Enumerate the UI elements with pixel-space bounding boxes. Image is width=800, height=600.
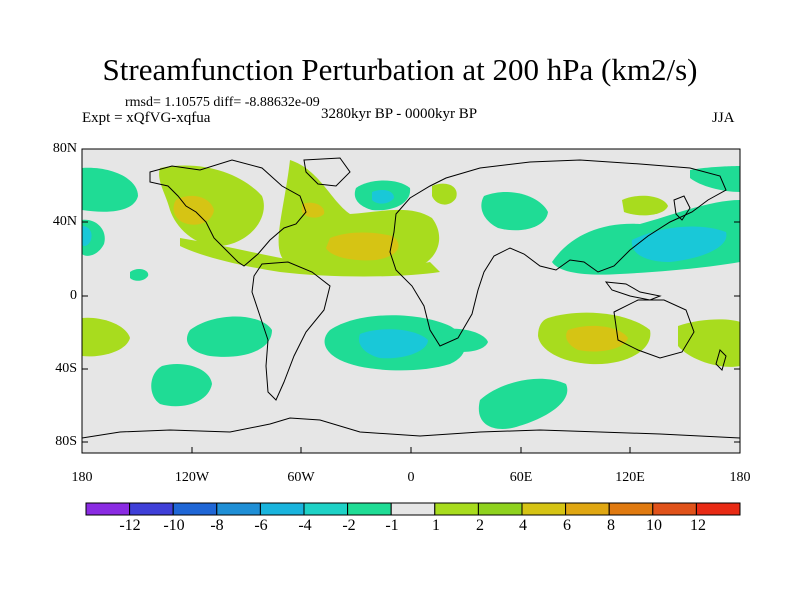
contour-neg-europe-asia: [481, 191, 548, 231]
colorbar-box: [434, 502, 479, 516]
coastlines: [82, 157, 740, 439]
colorbar-box: [129, 502, 174, 516]
lat-label-80s: 80S: [55, 434, 77, 449]
lon-label-0: 0: [407, 470, 415, 485]
colorbar-label: -4: [298, 517, 312, 534]
contour-neg-north-pacific-east: [690, 166, 740, 192]
coast-new-zealand: [715, 349, 727, 371]
contour-pos-mediterranean: [432, 183, 457, 205]
colorbar-box: [521, 502, 567, 516]
contour-pos-north-china: [622, 195, 668, 216]
colorbar-label: -1: [385, 517, 399, 534]
colorbar-label: 10: [646, 517, 662, 534]
contour-fills: [82, 160, 740, 429]
colorbar-box: [695, 502, 741, 516]
coast-south-america: [251, 261, 331, 401]
lon-label-180e: 180: [729, 470, 751, 485]
experiment-label: Expt = xQfVG-xqfua: [82, 110, 211, 126]
period-label: 3280kyr BP - 0000kyr BP: [321, 106, 478, 122]
contour-neg-southwest-pacific: [151, 364, 212, 407]
contour-pos-south-pacific-west: [82, 317, 130, 357]
colorbar-label: 8: [607, 517, 615, 534]
lat-label-0: 0: [70, 288, 77, 303]
lat-label-40s: 40S: [55, 361, 77, 376]
lat-label-40n: 40N: [52, 214, 77, 229]
lon-label-120e: 120E: [615, 470, 645, 485]
contour-pos-atlantic: [278, 160, 440, 272]
colorbar-label: 1: [432, 517, 440, 534]
season-label: JJA: [712, 110, 735, 126]
coast-greenland: [303, 157, 351, 187]
contour-neg2-east-asia: [631, 226, 727, 262]
contour-neg-southern-ocean: [478, 378, 568, 429]
lon-label-60e: 60E: [509, 470, 533, 485]
contour-pos2-atlantic-east: [302, 202, 325, 218]
colorbar-label: 2: [476, 517, 484, 534]
contour-pos2-indian: [566, 325, 628, 352]
colorbar-label: -2: [342, 517, 356, 534]
coast-indonesia: [604, 281, 662, 301]
axis-ticks: [81, 148, 741, 453]
contour-neg2-pacific-west-edge: [82, 226, 92, 246]
colorbar-box: [390, 502, 436, 516]
contour-neg-south-pacific: [186, 316, 272, 357]
colorbar-label: -6: [254, 517, 268, 534]
colorbar-label: -12: [119, 517, 141, 534]
contour-neg-south-of-africa: [440, 328, 488, 352]
contour-neg2-south-atlantic: [358, 329, 428, 359]
colorbar-box: [565, 502, 610, 516]
colorbar-box: [303, 502, 349, 516]
colorbar-label: 12: [690, 517, 706, 534]
colorbar-label: 4: [519, 517, 527, 534]
colorbar-box: [259, 502, 305, 516]
page-title: Streamfunction Perturbation at 200 hPa (…: [102, 52, 698, 87]
lon-label-60w: 60W: [287, 470, 315, 485]
colorbar: [85, 502, 741, 516]
stats-line: rmsd= 1.10575 diff= -8.88632e-09: [125, 95, 320, 110]
colorbar-box: [85, 502, 131, 516]
coast-japan: [673, 195, 691, 221]
colorbar-box: [652, 502, 697, 516]
colorbar-box: [216, 502, 261, 516]
colorbar-label: -10: [163, 517, 185, 534]
colorbar-label: 6: [563, 517, 571, 534]
colorbar-box: [347, 502, 392, 516]
contour-neg2-north-atlantic: [372, 190, 394, 204]
coast-north-america: [149, 159, 307, 267]
contour-neg-north-pacific: [82, 167, 138, 212]
lon-label-180w: 180: [71, 470, 93, 485]
contour-pos2-atlantic: [326, 232, 399, 261]
coast-eurasia-africa: [389, 159, 727, 347]
contour-pos-tropical-band: [180, 238, 440, 277]
colorbar-label: -8: [210, 517, 224, 534]
colorbar-box: [172, 502, 218, 516]
lat-label-80n: 80N: [52, 141, 77, 156]
lon-label-120w: 120W: [174, 470, 210, 485]
colorbar-box: [608, 502, 654, 516]
colorbar-box: [477, 502, 523, 516]
coast-antarctica: [82, 417, 740, 439]
contour-neg-pacific-small: [130, 269, 149, 281]
